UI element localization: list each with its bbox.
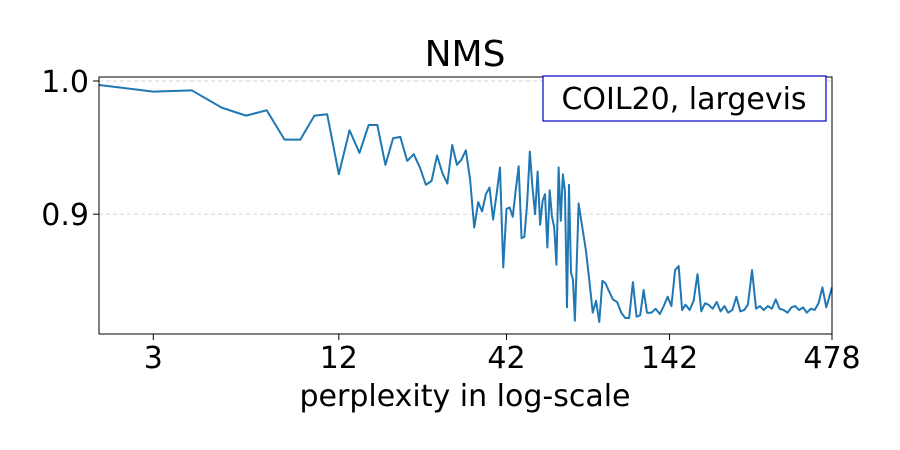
annotation-text: COIL20, largevis (561, 82, 806, 117)
y-tick-label: 0.9 (41, 198, 89, 233)
series-layer (98, 83, 833, 324)
x-tick-label: 12 (320, 341, 358, 376)
x-tick-label: 478 (803, 341, 860, 376)
y-tick-label: 1.0 (41, 65, 89, 100)
x-tick-label: 142 (641, 341, 698, 376)
annotation-box: COIL20, largevis (542, 75, 827, 122)
annotation-box-border (542, 75, 827, 122)
series-line-nms (98, 83, 833, 324)
chart-title: NMS (425, 34, 506, 75)
x-tick-label: 42 (487, 341, 525, 376)
x-axis: 3 12 42 142 478 (144, 334, 861, 376)
x-tick-label: 3 (144, 341, 163, 376)
plot-frame (98, 76, 833, 335)
y-axis: 0.9 1.0 (41, 65, 99, 233)
x-axis-label: perplexity in log-scale (299, 379, 630, 414)
